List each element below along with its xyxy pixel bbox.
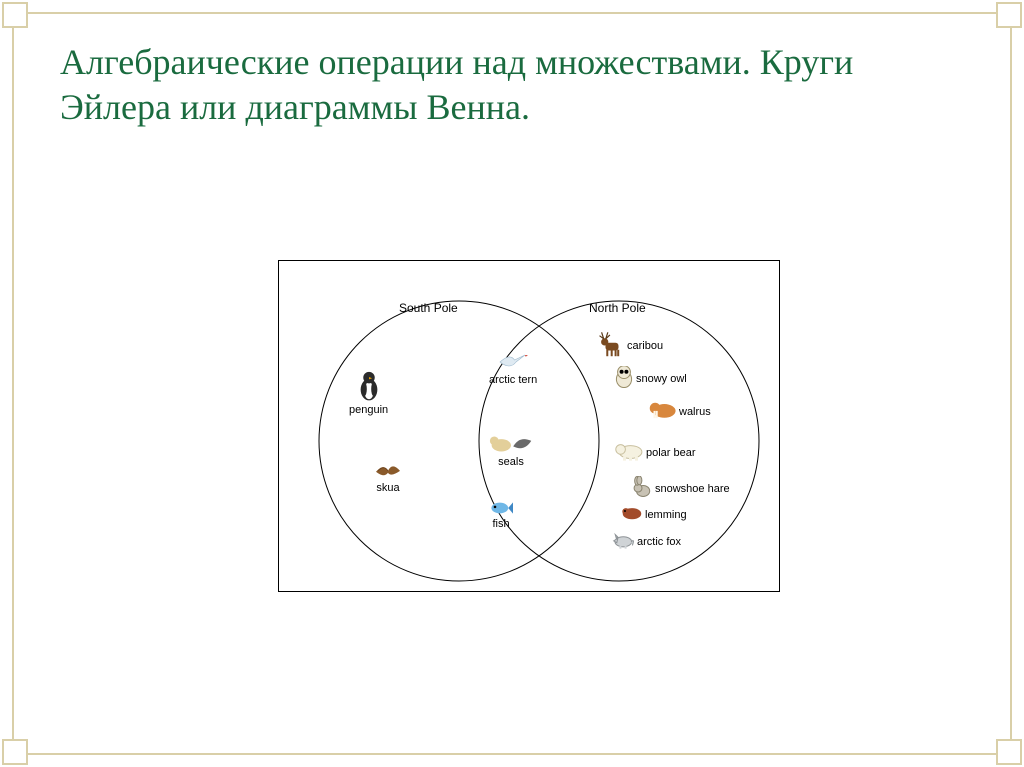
venn-label-left: South Pole [399, 301, 458, 315]
frame-right [1010, 12, 1012, 755]
venn-node-caribou: caribou [599, 331, 663, 360]
fish-icon [489, 501, 513, 518]
penguin-label: penguin [349, 404, 388, 416]
venn-node-lemming: lemming [621, 506, 687, 523]
frame-corner-tr [996, 2, 1022, 28]
snowshoe-hare-label: snowshoe hare [655, 483, 730, 495]
venn-node-arctic-fox: arctic fox [609, 531, 681, 552]
venn-node-skua: skua [374, 461, 402, 494]
venn-diagram: South Pole North Pole penguin skua arcti… [278, 260, 780, 592]
venn-node-penguin: penguin [349, 371, 388, 416]
fish-label: fish [492, 518, 509, 530]
arctic-fox-icon [609, 531, 635, 552]
walrus-label: walrus [679, 406, 711, 418]
venn-label-right: North Pole [589, 301, 646, 315]
polar-bear-label: polar bear [646, 447, 696, 459]
skua-label: skua [376, 482, 399, 494]
snowy-owl-icon [614, 366, 634, 391]
venn-left-circle [319, 301, 599, 581]
seals-label: seals [498, 456, 524, 468]
arctic-fox-label: arctic fox [637, 536, 681, 548]
frame-top [12, 12, 1012, 14]
venn-circles [279, 261, 779, 591]
frame-corner-bl [2, 739, 28, 765]
lemming-icon [621, 506, 643, 523]
skua-icon [374, 461, 402, 482]
polar-bear-icon [614, 441, 644, 464]
frame-bottom [12, 753, 1012, 755]
venn-node-arctic-tern: arctic tern [489, 351, 537, 386]
frame-corner-br [996, 739, 1022, 765]
walrus-icon [649, 401, 677, 422]
lemming-label: lemming [645, 509, 687, 521]
venn-node-snowy-owl: snowy owl [614, 366, 687, 391]
caribou-icon [599, 331, 625, 360]
venn-node-polar-bear: polar bear [614, 441, 696, 464]
venn-node-walrus: walrus [649, 401, 711, 422]
caribou-label: caribou [627, 340, 663, 352]
frame-corner-tl [2, 2, 28, 28]
venn-node-fish: fish [489, 501, 513, 530]
venn-node-seals: seals [489, 431, 533, 468]
arctic-tern-label: arctic tern [489, 374, 537, 386]
snowshoe-hare-icon [631, 476, 653, 501]
snowy-owl-label: snowy owl [636, 373, 687, 385]
arctic-tern-icon [498, 351, 528, 374]
frame-left [12, 12, 14, 755]
page-title: Алгебраические операции над множествами.… [60, 40, 964, 130]
venn-node-snowshoe-hare: snowshoe hare [631, 476, 730, 501]
seals-icon [489, 431, 533, 456]
penguin-icon [358, 371, 380, 404]
